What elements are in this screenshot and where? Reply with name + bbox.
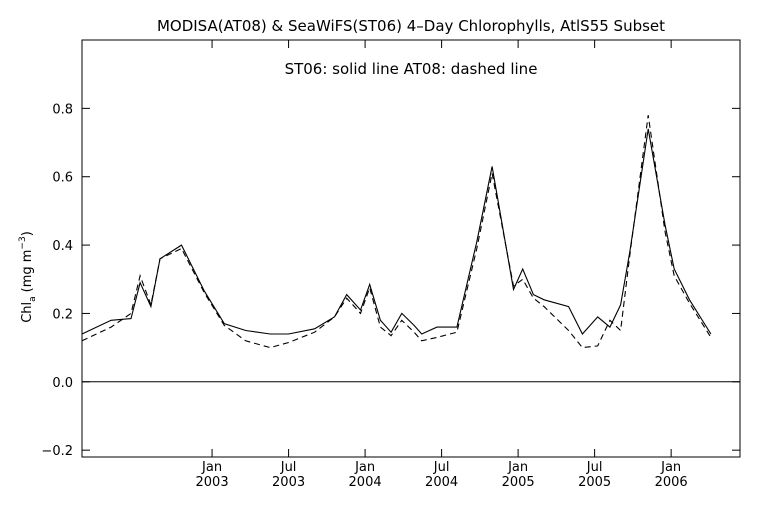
x-tick-year: 2003 [196, 475, 229, 490]
x-tick-month: Jan [660, 460, 681, 475]
y-axis-label-main: Chl [20, 302, 35, 323]
y-tick-label: 0.4 [52, 239, 73, 254]
y-tick-label: 0.0 [52, 376, 73, 391]
y-axis-label-unit: (mg m [20, 250, 35, 293]
x-tick-year: 2003 [272, 475, 305, 490]
x-tick-year: 2005 [502, 475, 535, 490]
plot-frame [81, 39, 741, 458]
series-layer [81, 115, 712, 349]
x-tick-year: 2006 [655, 475, 688, 490]
y-axis-label-sub: a [28, 296, 38, 302]
svg-text:Chla(mg m−3): Chla (mg m−3) [18, 231, 38, 323]
x-tick-year: 2004 [349, 475, 382, 490]
axis-tick-labels: −0.20.00.20.40.60.8Jan2003Jul2003Jan2004… [41, 102, 687, 490]
series-annotation: ST06: solid line AT08: dashed line [285, 60, 538, 78]
x-tick-year: 2004 [425, 475, 458, 490]
x-tick-month: Jul [280, 460, 297, 475]
y-tick-label: 0.2 [52, 307, 73, 322]
x-tick-month: Jul [433, 460, 450, 475]
x-tick-month: Jan [354, 460, 375, 475]
series-at08-line [81, 115, 712, 349]
x-tick-month: Jan [201, 460, 222, 475]
axis-ticks [82, 40, 740, 457]
chart-title: MODISA(AT08) & SeaWiFS(ST06) 4–Day Chlor… [157, 17, 665, 35]
x-tick-month: Jul [586, 460, 603, 475]
y-axis-label: Chla (mg m−3) [18, 231, 38, 323]
y-axis-label-exp: −3 [18, 236, 28, 249]
y-tick-label: 0.8 [52, 102, 73, 117]
y-axis-label-close: ) [20, 231, 35, 236]
series-st06-line [81, 128, 712, 335]
y-tick-label: −0.2 [41, 444, 73, 459]
x-tick-year: 2005 [578, 475, 611, 490]
y-tick-label: 0.6 [52, 171, 73, 186]
x-tick-month: Jan [507, 460, 528, 475]
